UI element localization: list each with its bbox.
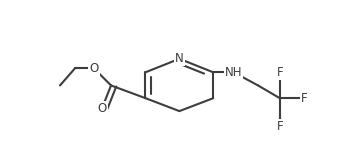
Text: O: O xyxy=(97,102,107,115)
Text: F: F xyxy=(301,92,307,105)
Text: N: N xyxy=(175,52,184,65)
Text: NH: NH xyxy=(225,66,242,79)
Text: F: F xyxy=(276,66,283,79)
Text: F: F xyxy=(276,120,283,133)
Text: O: O xyxy=(89,62,99,75)
